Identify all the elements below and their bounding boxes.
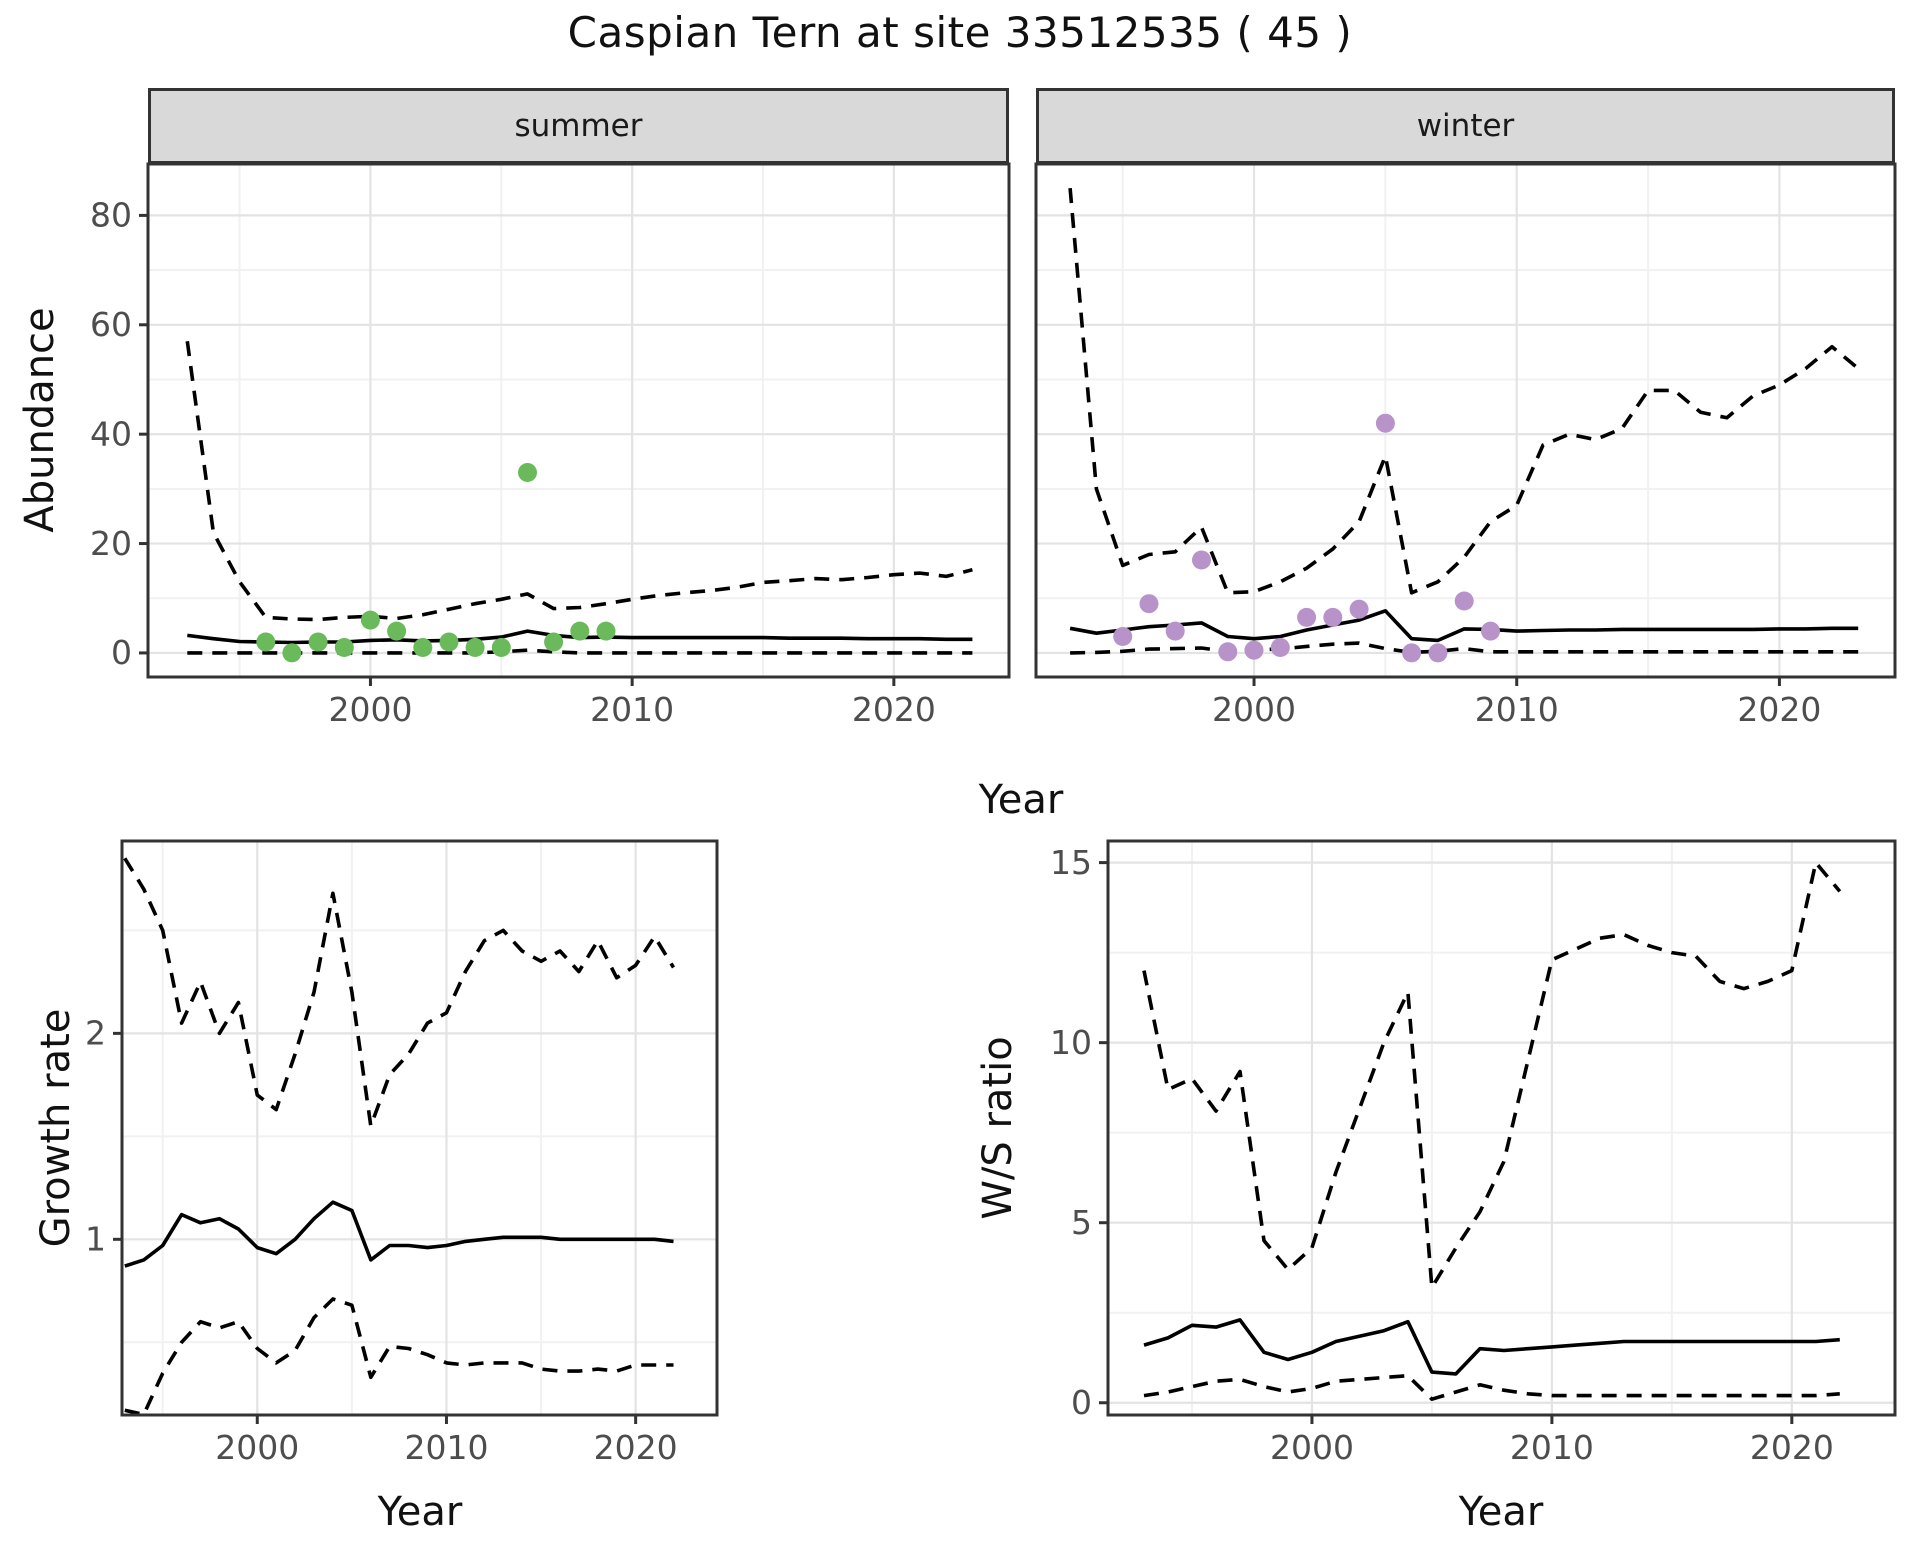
growth-rate-y-axis: 12 (85, 1014, 122, 1259)
abundance-summer-x-axis: 2000 2010 2020 (328, 677, 936, 729)
ws-ratio-y-tick-label: 5 (1071, 1203, 1092, 1242)
page-title: Caspian Tern at site 33512535 ( 45 ) (567, 8, 1353, 57)
growth-rate-border (120, 839, 719, 1417)
data-point (1244, 640, 1264, 660)
data-point (334, 638, 354, 657)
ws-ratio-y-tick-label: 10 (1050, 1023, 1092, 1062)
abundance-winter-x-tick-label: 2000 (1212, 690, 1296, 729)
growth-rate-upper-bound-line (123, 857, 676, 1128)
abundance-summer-x-tick-label: 2020 (852, 690, 936, 729)
data-point (1113, 627, 1133, 646)
abundance-winter-median-line (1069, 609, 1859, 643)
growth-rate-x-tick-label: 2010 (404, 1428, 488, 1467)
growth-rate-x-tick-label: 2000 (215, 1428, 299, 1467)
x-axis-title-year-bottom-right: Year (1458, 1489, 1544, 1535)
facet-strip-winter-label: winter (1416, 108, 1515, 144)
data-point (1165, 621, 1185, 641)
data-point (256, 632, 276, 652)
abundance-summer-y-tick-label: 0 (111, 633, 132, 672)
abundance-summer-grid-minor (148, 164, 1009, 677)
abundance-summer-upper-bound-line (185, 340, 973, 622)
data-point (1375, 413, 1395, 433)
x-axis-title-year-top: Year (978, 777, 1064, 823)
abundance-winter-border (1034, 162, 1897, 679)
x-axis-title-year-bottom-left: Year (377, 1489, 463, 1535)
abundance-winter-upper-bound-line (1068, 187, 1860, 595)
ws-ratio-grid-minor (1108, 841, 1895, 1415)
data-point (596, 621, 616, 641)
data-point (1349, 599, 1369, 619)
data-point (1402, 643, 1422, 663)
ws-ratio-grid-major (1108, 841, 1895, 1415)
growth-rate-x-tick-label: 2020 (594, 1428, 678, 1467)
data-point (1323, 607, 1343, 627)
ws-ratio-panel: 2000 2010 2020 0 5 10 15 (1050, 839, 1897, 1467)
abundance-summer-x-tick-label: 2010 (590, 690, 674, 729)
data-point (1270, 638, 1290, 657)
abundance-summer-grid-major (148, 164, 1009, 677)
data-point (1297, 607, 1317, 627)
data-point (570, 621, 590, 641)
abundance-summer-y-tick-label: 80 (90, 196, 132, 235)
ws-ratio-x-tick-label: 2000 (1270, 1428, 1354, 1467)
abundance-winter-x-tick-label: 2020 (1737, 690, 1821, 729)
ws-ratio-x-tick-label: 2020 (1750, 1428, 1834, 1467)
data-point (1218, 642, 1238, 662)
ws-ratio-x-axis: 2000 2010 2020 (1270, 1415, 1834, 1467)
abundance-summer-y-tick-label: 20 (90, 524, 132, 563)
abundance-summer-border (146, 162, 1011, 679)
abundance-winter-points (1113, 413, 1500, 663)
ws-ratio-lower-bound-line (1143, 1373, 1840, 1401)
abundance-summer-points (256, 463, 616, 663)
growth-rate-y-tick-label: 2 (85, 1014, 106, 1053)
growth-rate-y-tick-label: 1 (85, 1220, 106, 1259)
ws-ratio-y-axis: 0 5 10 15 (1050, 843, 1108, 1422)
y-axis-title-growth-rate: Growth rate (33, 1008, 79, 1248)
data-point (491, 638, 511, 657)
data-point (439, 632, 459, 652)
growth-rate-x-axis: 2000 2010 2020 (215, 1415, 678, 1467)
data-point (1192, 550, 1211, 570)
growth-rate-median-line (124, 1200, 674, 1268)
ws-ratio-median-line (1143, 1318, 1840, 1376)
abundance-summer-lower-bound-line (187, 648, 973, 655)
abundance-winter-x-tick-label: 2010 (1475, 690, 1559, 729)
ws-ratio-y-tick-label: 0 (1071, 1383, 1092, 1422)
abundance-winter-panel: 2000 2010 2020 (1034, 162, 1897, 729)
data-point (282, 643, 302, 663)
data-point (308, 632, 328, 652)
y-axis-title-abundance: Abundance (17, 307, 63, 533)
ws-ratio-upper-bound-line (1142, 860, 1842, 1290)
data-point (1139, 594, 1159, 614)
ws-ratio-y-tick-label: 15 (1050, 843, 1092, 882)
abundance-summer-y-axis: 0 20 40 60 80 (90, 196, 148, 672)
facet-strip-winter: winter (1036, 88, 1895, 164)
data-point (387, 621, 407, 641)
ws-ratio-border (1106, 839, 1897, 1417)
growth-rate-lower-bound-line (124, 1297, 674, 1417)
data-point (360, 610, 380, 630)
data-point (413, 638, 433, 657)
abundance-summer-y-tick-label: 40 (90, 414, 132, 453)
facet-strip-summer: summer (148, 88, 1009, 164)
data-point (518, 463, 537, 482)
y-axis-title-ws-ratio: W/S ratio (975, 1036, 1021, 1220)
data-point (1481, 621, 1500, 641)
data-point (465, 638, 485, 657)
abundance-summer-y-tick-label: 60 (90, 305, 132, 344)
data-point (1454, 591, 1474, 611)
abundance-winter-lower-bound-line (1070, 641, 1859, 655)
ws-ratio-x-tick-label: 2010 (1510, 1428, 1594, 1467)
abundance-summer-panel: 2000 2010 2020 0 20 40 60 80 (90, 162, 1011, 729)
abundance-summer-x-tick-label: 2000 (328, 690, 412, 729)
abundance-winter-x-axis: 2000 2010 2020 (1212, 677, 1821, 729)
abundance-winter-grid-major (1036, 164, 1895, 677)
data-point (1428, 643, 1448, 663)
facet-strip-summer-label: summer (514, 108, 643, 144)
data-point (544, 632, 564, 652)
